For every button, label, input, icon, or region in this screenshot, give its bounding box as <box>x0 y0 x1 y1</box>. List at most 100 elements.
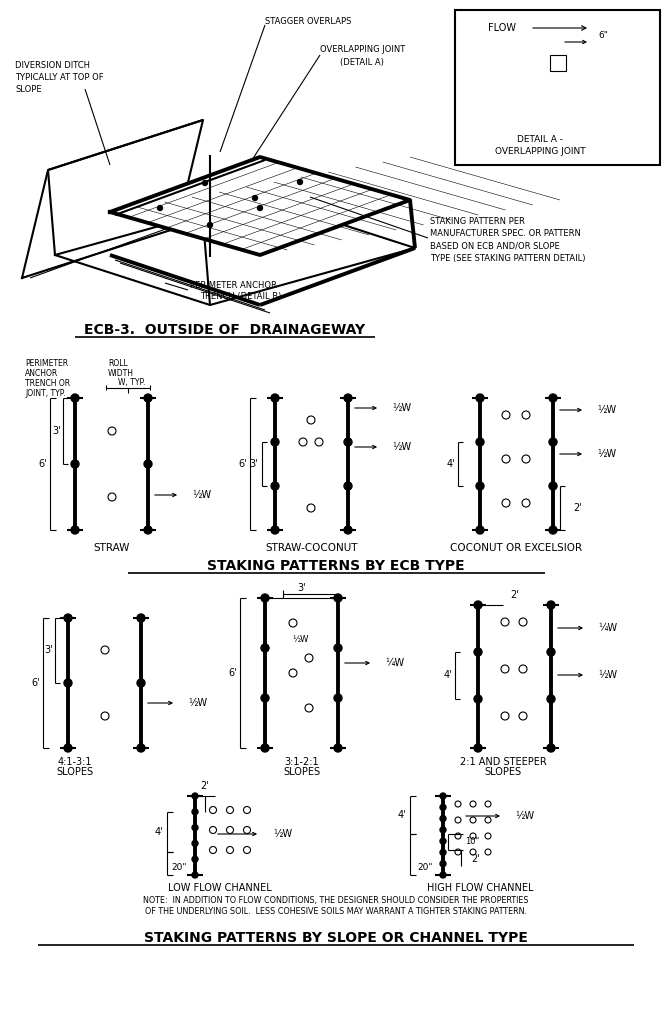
Circle shape <box>344 526 352 534</box>
Circle shape <box>64 744 72 752</box>
Circle shape <box>547 601 555 609</box>
Text: ANCHOR: ANCHOR <box>25 369 58 378</box>
Circle shape <box>549 526 557 534</box>
Circle shape <box>547 695 555 703</box>
Text: 3': 3' <box>298 583 306 593</box>
Text: SLOPE: SLOPE <box>15 85 42 93</box>
Text: COCONUT OR EXCELSIOR: COCONUT OR EXCELSIOR <box>450 543 582 553</box>
Text: JOINT, TYP.: JOINT, TYP. <box>25 388 66 397</box>
Text: ¼W: ¼W <box>385 658 404 668</box>
Text: 6': 6' <box>239 459 247 469</box>
Circle shape <box>549 394 557 402</box>
Text: 3': 3' <box>249 459 258 469</box>
Circle shape <box>440 872 446 878</box>
Polygon shape <box>55 198 415 305</box>
Circle shape <box>253 196 257 201</box>
Circle shape <box>334 644 342 652</box>
Text: LOW FLOW CHANNEL: LOW FLOW CHANNEL <box>168 883 272 893</box>
Circle shape <box>202 180 208 185</box>
Text: HIGH FLOW CHANNEL: HIGH FLOW CHANNEL <box>427 883 534 893</box>
Text: WIDTH: WIDTH <box>108 369 134 378</box>
Text: ½W: ½W <box>392 403 411 413</box>
Circle shape <box>192 841 198 847</box>
Circle shape <box>144 460 152 468</box>
Text: ¼W: ¼W <box>598 623 617 633</box>
Circle shape <box>137 679 145 687</box>
Circle shape <box>334 694 342 702</box>
Text: STAGGER OVERLAPS: STAGGER OVERLAPS <box>265 17 351 27</box>
Circle shape <box>334 594 342 602</box>
Circle shape <box>549 482 557 490</box>
Circle shape <box>71 394 79 402</box>
Text: 4': 4' <box>444 670 452 680</box>
Text: SLOPES: SLOPES <box>56 767 93 777</box>
Text: STRAW: STRAW <box>94 543 130 553</box>
Text: (DETAIL A): (DETAIL A) <box>340 57 384 67</box>
Circle shape <box>192 824 198 830</box>
Text: 20": 20" <box>417 863 433 872</box>
Text: DETAIL A -: DETAIL A - <box>517 135 563 144</box>
Circle shape <box>157 206 163 211</box>
Text: STAKING PATTERNS BY ECB TYPE: STAKING PATTERNS BY ECB TYPE <box>207 559 465 573</box>
Circle shape <box>298 179 302 184</box>
Text: 4': 4' <box>447 459 456 469</box>
Text: ½W: ½W <box>515 811 534 821</box>
Text: ECB-3.  OUTSIDE OF  DRAINAGEWAY: ECB-3. OUTSIDE OF DRAINAGEWAY <box>85 323 366 337</box>
Circle shape <box>257 206 263 211</box>
Text: 10": 10" <box>465 838 479 847</box>
Circle shape <box>271 526 279 534</box>
Text: ROLL: ROLL <box>108 358 128 368</box>
Text: TRENCH (DETAIL B): TRENCH (DETAIL B) <box>200 293 282 301</box>
Text: DIVERSION DITCH: DIVERSION DITCH <box>15 60 90 70</box>
Circle shape <box>440 850 446 855</box>
Circle shape <box>440 793 446 799</box>
Circle shape <box>474 695 482 703</box>
Circle shape <box>474 744 482 752</box>
Circle shape <box>261 644 269 652</box>
Bar <box>455 10 660 165</box>
Circle shape <box>549 438 557 446</box>
Circle shape <box>192 856 198 862</box>
Text: PERIMETER: PERIMETER <box>25 358 68 368</box>
Text: ½W: ½W <box>597 406 616 415</box>
Text: 3:1-2:1: 3:1-2:1 <box>285 757 319 767</box>
Circle shape <box>476 526 484 534</box>
Text: W, TYP.: W, TYP. <box>118 378 145 386</box>
Circle shape <box>440 815 446 821</box>
Text: OF THE UNDERLYING SOIL.  LESS COHESIVE SOILS MAY WARRANT A TIGHTER STAKING PATTE: OF THE UNDERLYING SOIL. LESS COHESIVE SO… <box>145 907 527 916</box>
Circle shape <box>71 460 79 468</box>
Text: SLOPES: SLOPES <box>284 767 321 777</box>
Circle shape <box>334 744 342 752</box>
Text: PERIMETER ANCHOR: PERIMETER ANCHOR <box>190 281 277 290</box>
Text: 4': 4' <box>155 827 163 837</box>
Circle shape <box>192 793 198 799</box>
Text: STAKING PATTERN PER: STAKING PATTERN PER <box>430 217 525 226</box>
Text: BASED ON ECB AND/OR SLOPE: BASED ON ECB AND/OR SLOPE <box>430 242 560 251</box>
Circle shape <box>344 394 352 402</box>
Circle shape <box>271 394 279 402</box>
Text: STAKING PATTERNS BY SLOPE OR CHANNEL TYPE: STAKING PATTERNS BY SLOPE OR CHANNEL TYP… <box>144 931 528 945</box>
Text: 3': 3' <box>44 645 53 655</box>
Circle shape <box>192 809 198 815</box>
Circle shape <box>144 526 152 534</box>
Bar <box>550 55 566 71</box>
Text: 2': 2' <box>471 854 480 864</box>
Circle shape <box>261 694 269 702</box>
Text: 2': 2' <box>201 781 210 791</box>
Text: ½W: ½W <box>598 670 617 680</box>
Circle shape <box>208 222 212 227</box>
Text: TYPICALLY AT TOP OF: TYPICALLY AT TOP OF <box>15 73 103 82</box>
Circle shape <box>440 826 446 833</box>
Text: 2': 2' <box>511 590 519 600</box>
Circle shape <box>440 861 446 866</box>
Polygon shape <box>22 120 203 278</box>
Circle shape <box>137 614 145 622</box>
Text: OVERLAPPING JOINT: OVERLAPPING JOINT <box>320 45 405 54</box>
Circle shape <box>271 482 279 490</box>
Text: OVERLAPPING JOINT: OVERLAPPING JOINT <box>495 147 585 157</box>
Circle shape <box>476 438 484 446</box>
Circle shape <box>137 744 145 752</box>
Circle shape <box>547 648 555 656</box>
Text: 6': 6' <box>39 459 47 469</box>
Text: 2': 2' <box>573 503 582 513</box>
